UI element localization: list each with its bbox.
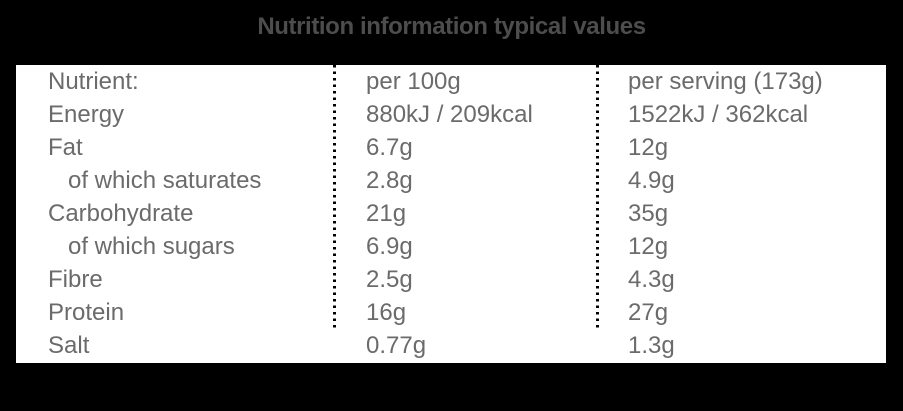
table-row-fat: Fat 6.7g 12g [16, 131, 886, 164]
per-100g-value: 6.7g [366, 133, 413, 161]
table-body: Nutrient: per 100g per serving (173g) En… [16, 65, 886, 363]
per-serving-value: 1.3g [628, 332, 675, 360]
per-100g-value: 2.5g [366, 266, 413, 294]
nutrient-name: Protein [48, 299, 125, 327]
table-row-salt: Salt 0.77g 1.3g [16, 330, 886, 363]
table-row-carbohydrate: Carbohydrate 21g 35g [16, 197, 886, 230]
per-serving-value: 4.9g [628, 166, 675, 194]
column-header-per-serving: per serving (173g) [628, 67, 823, 95]
page-title: Nutrition information typical values [257, 13, 646, 40]
column-divider-dotted-1 [333, 65, 336, 329]
per-100g-value: 2.8g [366, 166, 413, 194]
table-row-saturates: of which saturates 2.8g 4.9g [16, 164, 886, 197]
table-row-protein: Protein 16g 27g [16, 297, 886, 330]
table-row-energy: Energy 880kJ / 209kcal 1522kJ / 362kcal [16, 98, 886, 131]
nutrient-name: Energy [48, 100, 125, 128]
per-serving-value: 4.3g [628, 266, 675, 294]
column-header-per-100g: per 100g [366, 67, 461, 95]
per-100g-value: 880kJ / 209kcal [366, 100, 533, 128]
column-divider-dotted-2 [596, 65, 599, 329]
per-serving-value: 12g [628, 133, 669, 161]
nutrient-name: Fat [48, 133, 83, 161]
per-100g-value: 21g [366, 199, 407, 227]
nutrient-name: of which sugars [68, 233, 235, 261]
nutrition-table: Nutrient: per 100g per serving (173g) En… [16, 65, 886, 363]
table-row-fibre: Fibre 2.5g 4.3g [16, 264, 886, 297]
per-serving-value: 12g [628, 233, 669, 261]
nutrient-name: Fibre [48, 266, 103, 294]
per-serving-value: 27g [628, 299, 669, 327]
column-header-nutrient: Nutrient: [48, 67, 139, 95]
table-header-row: Nutrient: per 100g per serving (173g) [16, 65, 886, 98]
per-serving-value: 1522kJ / 362kcal [628, 100, 809, 128]
nutrient-name: Salt [48, 332, 90, 360]
per-100g-value: 16g [366, 299, 407, 327]
nutrient-name: of which saturates [68, 166, 262, 194]
per-serving-value: 35g [628, 199, 669, 227]
per-100g-value: 0.77g [366, 332, 427, 360]
table-row-sugars: of which sugars 6.9g 12g [16, 231, 886, 264]
per-100g-value: 6.9g [366, 233, 413, 261]
nutrient-name: Carbohydrate [48, 199, 194, 227]
